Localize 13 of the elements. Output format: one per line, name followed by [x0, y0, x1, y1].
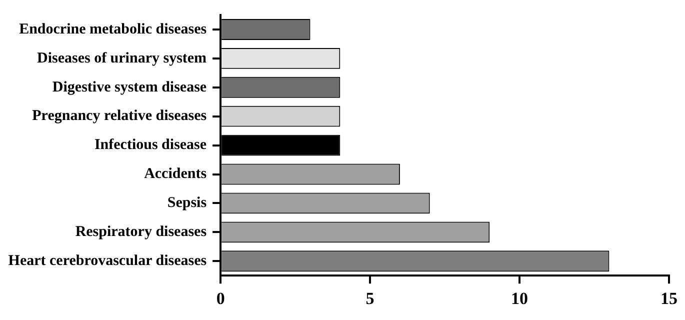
y-tick-label: Respiratory diseases	[75, 224, 207, 240]
x-tick-label: 15	[660, 289, 678, 308]
y-tick-label: Digestive system disease	[52, 79, 207, 96]
x-tick-label: 5	[366, 289, 374, 308]
y-tick-label: Heart cerebrovascular diseases	[8, 252, 207, 269]
x-tick-label: 10	[511, 289, 528, 308]
x-tick-label: 0	[216, 289, 225, 308]
y-tick-label: Sepsis	[167, 195, 207, 212]
y-tick-label: Diseases of urinary system	[36, 50, 208, 66]
y-tick-label: Accidents	[144, 166, 207, 182]
y-tick-label: Pregnancy relative diseases	[32, 108, 207, 124]
y-tick-label: Endocrine metabolic diseases	[19, 21, 207, 38]
y-tick-label: Infectious disease	[94, 137, 207, 154]
